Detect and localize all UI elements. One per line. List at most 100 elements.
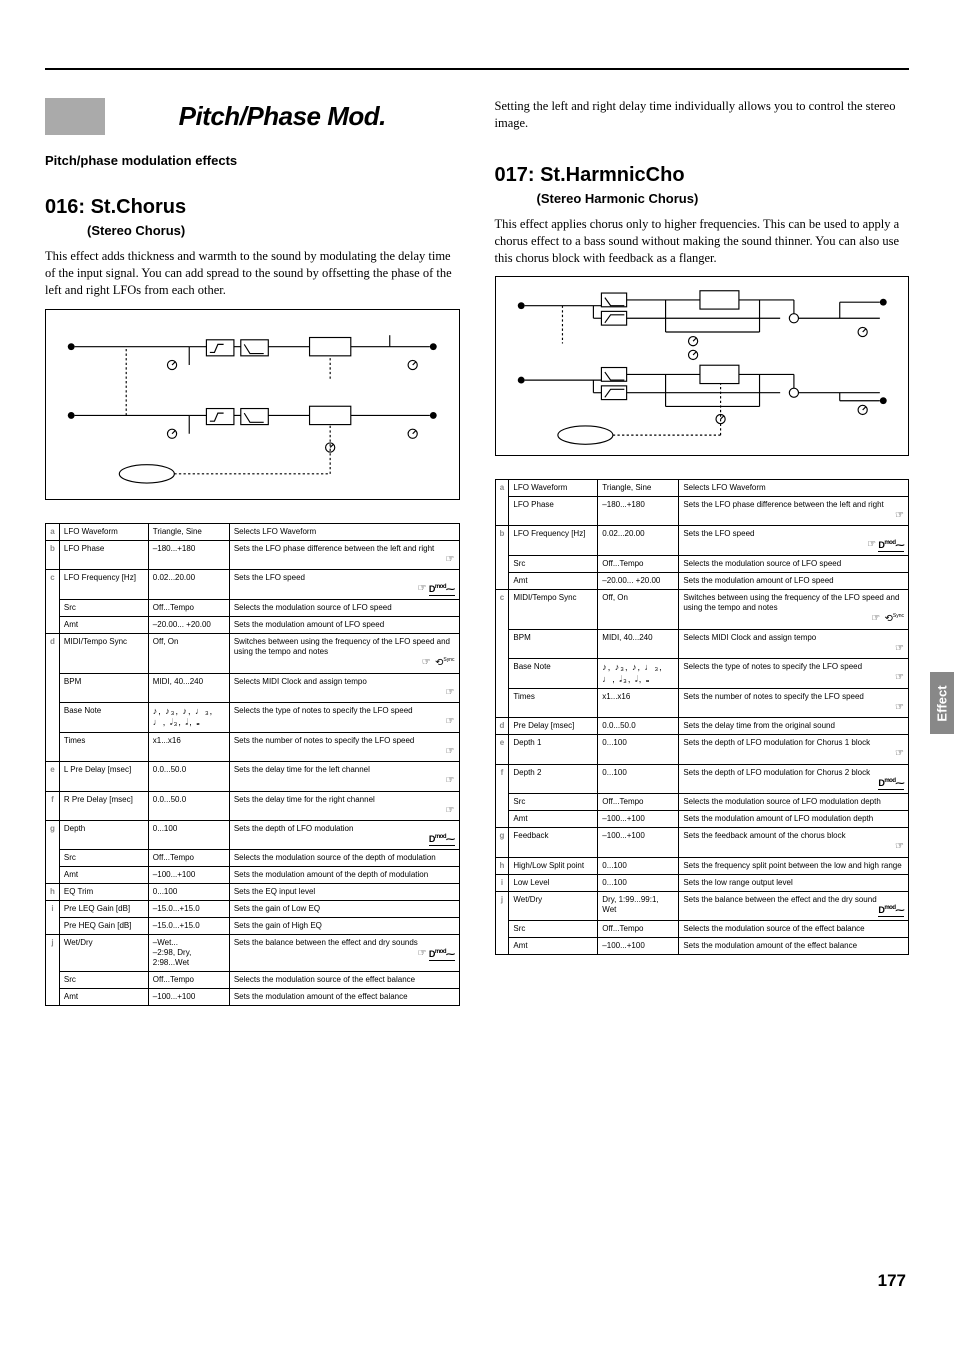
param-desc: Selects MIDI Clock and assign tempo☞	[229, 673, 459, 703]
group-label: h	[46, 884, 60, 901]
param-range: 0...100	[148, 884, 229, 901]
param-range: –180...+180	[148, 540, 229, 570]
group-label: g	[46, 821, 60, 884]
group-label: c	[495, 590, 509, 718]
param-range: x1...x16	[598, 688, 679, 718]
param-range: MIDI, 40...240	[148, 673, 229, 703]
param-name: MIDI/Tempo Sync	[509, 590, 598, 630]
effect-name: St.Chorus	[91, 196, 187, 218]
param-desc: Selects the type of notes to specify the…	[229, 703, 459, 733]
param-name: Feedback	[509, 828, 598, 858]
param-range: x1...x16	[148, 732, 229, 762]
param-range: –100...+100	[148, 989, 229, 1006]
side-tab-label: Effect	[935, 685, 950, 721]
effect-name: St.HarmnicCho	[540, 164, 684, 186]
param-range: 0.0...50.0	[148, 791, 229, 821]
param-desc: Sets the balance between the effect and …	[679, 891, 909, 920]
param-desc: Selects the type of notes to specify the…	[679, 659, 909, 689]
param-range: 0...100	[598, 857, 679, 874]
section-title: Pitch/Phase Mod.	[105, 98, 460, 135]
group-label: a	[46, 523, 60, 540]
top-rule	[45, 68, 909, 70]
param-desc: Sets the modulation amount of LFO modula…	[679, 811, 909, 828]
section-bar	[45, 98, 105, 135]
param-name: Amt	[509, 573, 598, 590]
param-desc: Selects the modulation source of LFO spe…	[229, 599, 459, 616]
group-label: f	[495, 764, 509, 827]
param-name: Amt	[509, 811, 598, 828]
signal-diagram	[45, 309, 460, 500]
param-name: Base Note	[59, 703, 148, 733]
effect-subtitle: (Stereo Chorus)	[87, 223, 460, 238]
param-range: 0.02...20.00	[148, 570, 229, 600]
group-label: d	[495, 718, 509, 735]
param-desc: Sets the depth of LFO modulationDmod⁓	[229, 821, 459, 850]
group-label: d	[46, 633, 60, 761]
param-name: Amt	[59, 616, 148, 633]
param-desc: Sets the modulation amount of LFO speed	[679, 573, 909, 590]
param-range: Off...Tempo	[598, 920, 679, 937]
param-desc: Sets the delay time for the left channel…	[229, 762, 459, 792]
param-name: L Pre Delay [msec]	[59, 762, 148, 792]
param-desc: Sets the feedback amount of the chorus b…	[679, 828, 909, 858]
param-name: High/Low Split point	[509, 857, 598, 874]
param-desc: Sets the LFO phase difference between th…	[679, 496, 909, 526]
param-name: Src	[59, 850, 148, 867]
param-desc: Selects the modulation source of LFO spe…	[679, 556, 909, 573]
param-desc: Selects the modulation source of the eff…	[679, 920, 909, 937]
group-label: e	[495, 735, 509, 765]
param-range: Off...Tempo	[598, 794, 679, 811]
param-range: Dry, 1:99...99:1, Wet	[598, 891, 679, 920]
param-desc: Sets the LFO speed☞ Dmod⁓	[679, 526, 909, 556]
group-label: f	[46, 791, 60, 821]
signal-diagram	[495, 276, 910, 456]
param-range: 0.02...20.00	[598, 526, 679, 556]
effect-016: 016: St.Chorus (Stereo Chorus) This effe…	[45, 196, 460, 1006]
param-desc: Sets the modulation amount of LFO speed	[229, 616, 459, 633]
param-name: LFO Phase	[59, 540, 148, 570]
param-range: ♪, ♪₃, ♪, ♩₃, ♩, 𝅗𝅥₃, 𝅗𝅥, 𝅝	[148, 703, 229, 733]
group-label: b	[495, 526, 509, 590]
param-range: 0.0...50.0	[598, 718, 679, 735]
effect-subtitle: (Stereo Harmonic Chorus)	[537, 191, 910, 206]
left-column: Pitch/Phase Mod. Pitch/phase modulation …	[45, 98, 460, 1006]
param-range: –20.00... +20.00	[148, 616, 229, 633]
param-desc: Selects the modulation source of the dep…	[229, 850, 459, 867]
param-name: Depth 2	[509, 764, 598, 793]
param-desc: Sets the delay time for the right channe…	[229, 791, 459, 821]
param-name: Pre HEQ Gain [dB]	[59, 918, 148, 935]
effect-017: 017: St.HarmnicCho (Stereo Harmonic Chor…	[495, 164, 910, 955]
param-name: Pre Delay [msec]	[509, 718, 598, 735]
section-subheading: Pitch/phase modulation effects	[45, 153, 460, 168]
param-table-017: aLFO WaveformTriangle, SineSelects LFO W…	[495, 479, 910, 955]
param-desc: Sets the number of notes to specify the …	[679, 688, 909, 718]
effect-description: This effect applies chorus only to highe…	[495, 216, 910, 267]
param-desc: Sets the low range output level	[679, 874, 909, 891]
param-range: MIDI, 40...240	[598, 629, 679, 659]
group-label: i	[46, 901, 60, 935]
param-name: Times	[509, 688, 598, 718]
group-label: j	[495, 891, 509, 954]
param-range: 0...100	[148, 821, 229, 850]
param-range: 0...100	[598, 874, 679, 891]
param-desc: Sets the LFO phase difference between th…	[229, 540, 459, 570]
param-desc: Sets the delay time from the original so…	[679, 718, 909, 735]
param-name: Src	[59, 972, 148, 989]
param-name: Low Level	[509, 874, 598, 891]
param-range: ♪, ♪₃, ♪, ♩₃, ♩, 𝅗𝅥₃, 𝅗𝅥, 𝅝	[598, 659, 679, 689]
param-desc: Sets the modulation amount of the effect…	[229, 989, 459, 1006]
param-range: –Wet...–2:98, Dry, 2:98...Wet	[148, 935, 229, 972]
param-desc: Sets the gain of High EQ	[229, 918, 459, 935]
param-name: Depth 1	[509, 735, 598, 765]
group-label: j	[46, 935, 60, 1006]
param-range: 0...100	[598, 764, 679, 793]
param-name: LFO Frequency [Hz]	[59, 570, 148, 600]
param-desc: Sets the gain of Low EQ	[229, 901, 459, 918]
param-desc: Sets the EQ input level	[229, 884, 459, 901]
param-range: –15.0...+15.0	[148, 901, 229, 918]
param-desc: Sets the modulation amount of the effect…	[679, 937, 909, 954]
group-label: i	[495, 874, 509, 891]
section-header: Pitch/Phase Mod.	[45, 98, 460, 135]
group-label: h	[495, 857, 509, 874]
group-label: c	[46, 570, 60, 634]
